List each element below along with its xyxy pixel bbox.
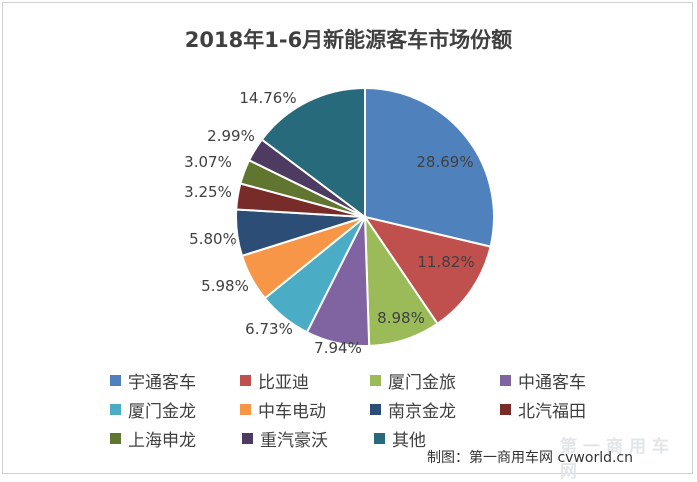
slice-label: 5.80%: [189, 230, 237, 248]
legend-swatch: [110, 404, 121, 415]
pie-slice: [362, 215, 492, 326]
slice-label: 3.07%: [184, 153, 232, 171]
legend-item: 中车电动: [240, 397, 370, 422]
legend-item: 厦门金旅: [370, 368, 500, 393]
legend: 宇通客车 比亚迪 厦门金旅 中通客车厦门金龙 中车电动 南京金龙 北汽福田上海申龙 重汽豪沃 其…: [110, 366, 630, 453]
legend-label: 中车电动: [258, 402, 326, 422]
legend-label: 宇通客车: [128, 373, 196, 393]
legend-item: 重汽豪沃: [242, 426, 374, 451]
chart-frame: [2, 2, 693, 474]
legend-label: 厦门金旅: [388, 373, 456, 393]
legend-swatch: [370, 375, 381, 386]
legend-label: 上海申龙: [128, 431, 196, 451]
slice-label: 5.98%: [201, 277, 249, 295]
legend-item: 上海申龙: [110, 426, 242, 451]
legend-row: 上海申龙 重汽豪沃 其他: [110, 424, 630, 453]
leader-line: [231, 239, 237, 247]
legend-swatch: [110, 433, 121, 444]
slice-label: 8.98%: [377, 309, 425, 327]
legend-swatch: [500, 375, 511, 386]
legend-item: 北汽福田: [500, 397, 630, 422]
slice-label: 14.76%: [239, 89, 296, 107]
legend-item: 中通客车: [500, 368, 630, 393]
pie-slice: [364, 86, 495, 248]
legend-swatch: [370, 404, 381, 415]
slice-label: 2.99%: [207, 127, 255, 145]
legend-label: 北汽福田: [518, 402, 586, 422]
slice-label: 3.25%: [184, 183, 232, 201]
chart-title: 2018年1-6月新能源客车市场份额: [184, 28, 513, 52]
legend-item: 南京金龙: [370, 397, 500, 422]
slice-label: 7.94%: [314, 339, 362, 357]
legend-label: 比亚迪: [258, 373, 309, 393]
legend-item: 其他: [374, 426, 506, 451]
legend-label: 其他: [392, 431, 426, 451]
legend-swatch: [374, 433, 385, 444]
legend-label: 厦门金龙: [128, 402, 196, 422]
legend-item: 厦门金龙: [110, 397, 240, 422]
legend-swatch: [110, 375, 121, 386]
legend-label: 重汽豪沃: [260, 431, 328, 451]
slice-label: 11.82%: [417, 253, 474, 271]
legend-swatch: [240, 404, 251, 415]
legend-swatch: [240, 375, 251, 386]
legend-row: 厦门金龙 中车电动 南京金龙 北汽福田: [110, 395, 630, 424]
legend-item: 宇通客车: [110, 368, 240, 393]
credit-text: 制图：第一商用车网 cvworld.cn: [427, 450, 634, 466]
legend-label: 中通客车: [518, 373, 586, 393]
pie-slice: [260, 86, 366, 219]
legend-label: 南京金龙: [388, 402, 456, 422]
legend-row: 宇通客车 比亚迪 厦门金旅 中通客车: [110, 366, 630, 395]
watermark: 第一商用车网: [560, 437, 675, 482]
legend-item: 比亚迪: [240, 368, 370, 393]
slice-label: 6.73%: [245, 320, 293, 338]
legend-swatch: [500, 404, 511, 415]
slice-label: 28.69%: [416, 153, 473, 171]
legend-swatch: [242, 433, 253, 444]
